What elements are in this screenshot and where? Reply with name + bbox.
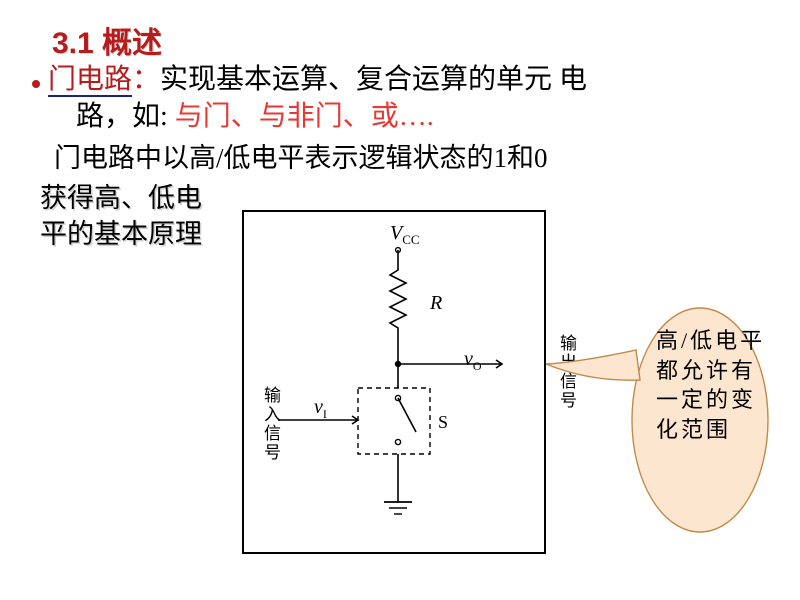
bullet-dot: [32, 80, 40, 88]
circuit-diagram: VCC R vO vI S: [242, 210, 546, 554]
principle-line-2: 平的基本原理: [40, 216, 202, 252]
vi-sub: I: [323, 407, 327, 421]
colon: ：: [132, 63, 160, 94]
bullet-line-1: 门电路：实现基本运算、复合运算的单元 电: [48, 60, 587, 99]
bullet-line-2: 路，如: 与门、与非门、或….: [76, 98, 434, 136]
principle-line-1: 获得高、低电: [40, 180, 202, 216]
desc2-red: 与门、与非门、或….: [168, 101, 434, 132]
desc2-pre: 路，如:: [76, 101, 168, 132]
vi-label: vI: [314, 396, 327, 422]
statement-line: 门电路中以高/低电平表示逻辑状态的1和0: [54, 140, 548, 176]
section-heading: 3.1 概述: [52, 18, 162, 62]
term: 门电路: [48, 63, 132, 97]
vo-v: v: [464, 348, 473, 370]
vcc-label: VCC: [390, 222, 420, 248]
vo-label: vO: [464, 348, 482, 374]
callout-text: 高/低电平都允许有一定的变化范围: [656, 326, 766, 445]
vcc-sub: CC: [402, 232, 419, 247]
input-signal-label: 输入信号: [258, 386, 283, 462]
s-label: S: [438, 412, 448, 433]
vcc-v: V: [390, 222, 402, 244]
r-label: R: [430, 292, 442, 315]
vo-sub: O: [473, 359, 482, 373]
desc1: 实现基本运算、复合运算的单元 电: [160, 64, 587, 95]
vi-v: v: [314, 396, 323, 418]
circuit-svg: [244, 212, 544, 552]
